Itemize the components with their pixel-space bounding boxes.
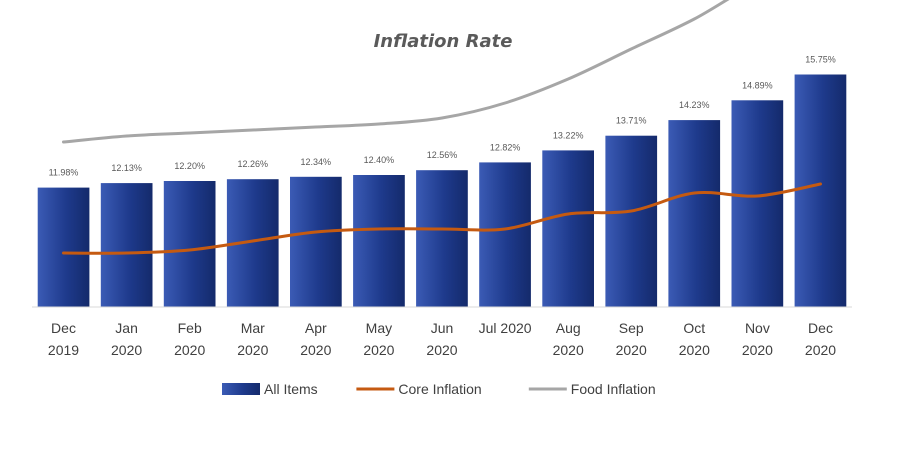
data-label: 15.75% <box>805 55 836 65</box>
legend-label: Food Inflation <box>571 381 656 397</box>
x-tick-label: Apr <box>305 320 327 336</box>
x-tick-label: Aug <box>556 320 581 336</box>
x-tick-label: 2020 <box>553 342 584 358</box>
x-tick-label: 2020 <box>426 342 457 358</box>
bar-all-items <box>416 170 468 307</box>
legend-label: All Items <box>264 381 318 397</box>
x-tick-label: 2020 <box>300 342 331 358</box>
x-tick-label: May <box>366 320 392 336</box>
line-core-inflation <box>62 182 822 255</box>
x-tick-label: 2019 <box>48 342 79 358</box>
bar-all-items <box>542 150 594 307</box>
bar-all-items <box>290 176 342 307</box>
x-tick-label: 2020 <box>616 342 647 358</box>
data-label: 13.71% <box>616 116 647 126</box>
x-tick-label: 2020 <box>363 342 394 358</box>
data-label: 12.13% <box>111 163 142 173</box>
x-tick-label: Mar <box>241 320 265 336</box>
x-tick-label: Dec <box>808 320 833 336</box>
x-tick-label: 2020 <box>679 342 710 358</box>
bar-all-items <box>100 183 153 307</box>
x-tick-label: Jun <box>431 320 454 336</box>
x-tick-label: Nov <box>745 320 770 336</box>
legend-swatch-bar <box>222 383 260 395</box>
legend: All Items Core Inflation Food Inflation <box>222 381 656 397</box>
x-tick-label: Jul 2020 <box>479 320 532 336</box>
legend-label: Core Inflation <box>398 381 481 397</box>
bar-all-items <box>605 135 658 307</box>
data-label: 12.34% <box>301 157 332 167</box>
bar-all-items <box>479 162 531 307</box>
x-tick-label: 2020 <box>174 342 205 358</box>
x-tick-label: Sep <box>619 320 644 336</box>
bar-all-items <box>37 187 90 307</box>
x-axis-ticks: Dec 2019 Jan 2020 Feb 2020 Mar 2020 Apr 2020 May 20… <box>48 320 836 358</box>
data-label: 11.98% <box>49 168 79 178</box>
x-tick-label: 2020 <box>237 342 268 358</box>
x-tick-label: Jan <box>115 320 138 336</box>
line-food-inflation <box>62 0 730 144</box>
chart-title: Inflation Rate <box>374 31 513 52</box>
data-label: 12.56% <box>427 150 458 160</box>
x-tick-label: 2020 <box>742 342 773 358</box>
plot-area: 11.98% 12.13% 12.20% 12.26% 12.34% 12.40% 12.5… <box>37 0 847 307</box>
data-label: 13.22% <box>553 130 584 140</box>
x-tick-label: Oct <box>683 320 705 336</box>
bar-all-items <box>731 100 784 307</box>
bar-all-items <box>163 181 216 307</box>
data-label: 14.89% <box>742 80 773 90</box>
data-label: 12.26% <box>238 159 269 169</box>
data-label: 12.40% <box>364 155 395 165</box>
x-tick-label: 2020 <box>805 342 836 358</box>
data-label: 12.20% <box>174 161 205 171</box>
data-label: 14.23% <box>679 100 710 110</box>
x-tick-label: Feb <box>178 320 202 336</box>
x-tick-label: 2020 <box>111 342 142 358</box>
bar-all-items <box>794 74 847 307</box>
bar-all-items <box>353 175 405 307</box>
x-tick-label: Dec <box>51 320 76 336</box>
bar-all-items <box>668 120 721 307</box>
data-label: 12.82% <box>490 142 521 152</box>
